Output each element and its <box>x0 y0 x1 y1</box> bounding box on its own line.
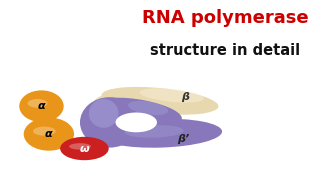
Ellipse shape <box>69 143 91 150</box>
Ellipse shape <box>140 88 204 102</box>
Ellipse shape <box>80 97 139 148</box>
Ellipse shape <box>24 118 74 151</box>
Ellipse shape <box>124 125 184 138</box>
Ellipse shape <box>128 101 168 115</box>
Ellipse shape <box>97 98 182 125</box>
Ellipse shape <box>33 127 56 136</box>
Ellipse shape <box>28 99 47 108</box>
Text: α: α <box>45 129 53 139</box>
Ellipse shape <box>89 99 118 128</box>
Text: RNA polymerase: RNA polymerase <box>142 9 308 27</box>
Text: β’: β’ <box>178 134 190 144</box>
Ellipse shape <box>101 87 219 115</box>
Ellipse shape <box>60 137 109 160</box>
Ellipse shape <box>98 119 222 148</box>
Ellipse shape <box>116 112 157 132</box>
Text: ω: ω <box>80 143 89 154</box>
Text: α: α <box>38 101 45 111</box>
Text: β: β <box>181 92 189 102</box>
Ellipse shape <box>92 93 145 120</box>
Ellipse shape <box>19 90 64 122</box>
Text: structure in detail: structure in detail <box>150 43 300 58</box>
